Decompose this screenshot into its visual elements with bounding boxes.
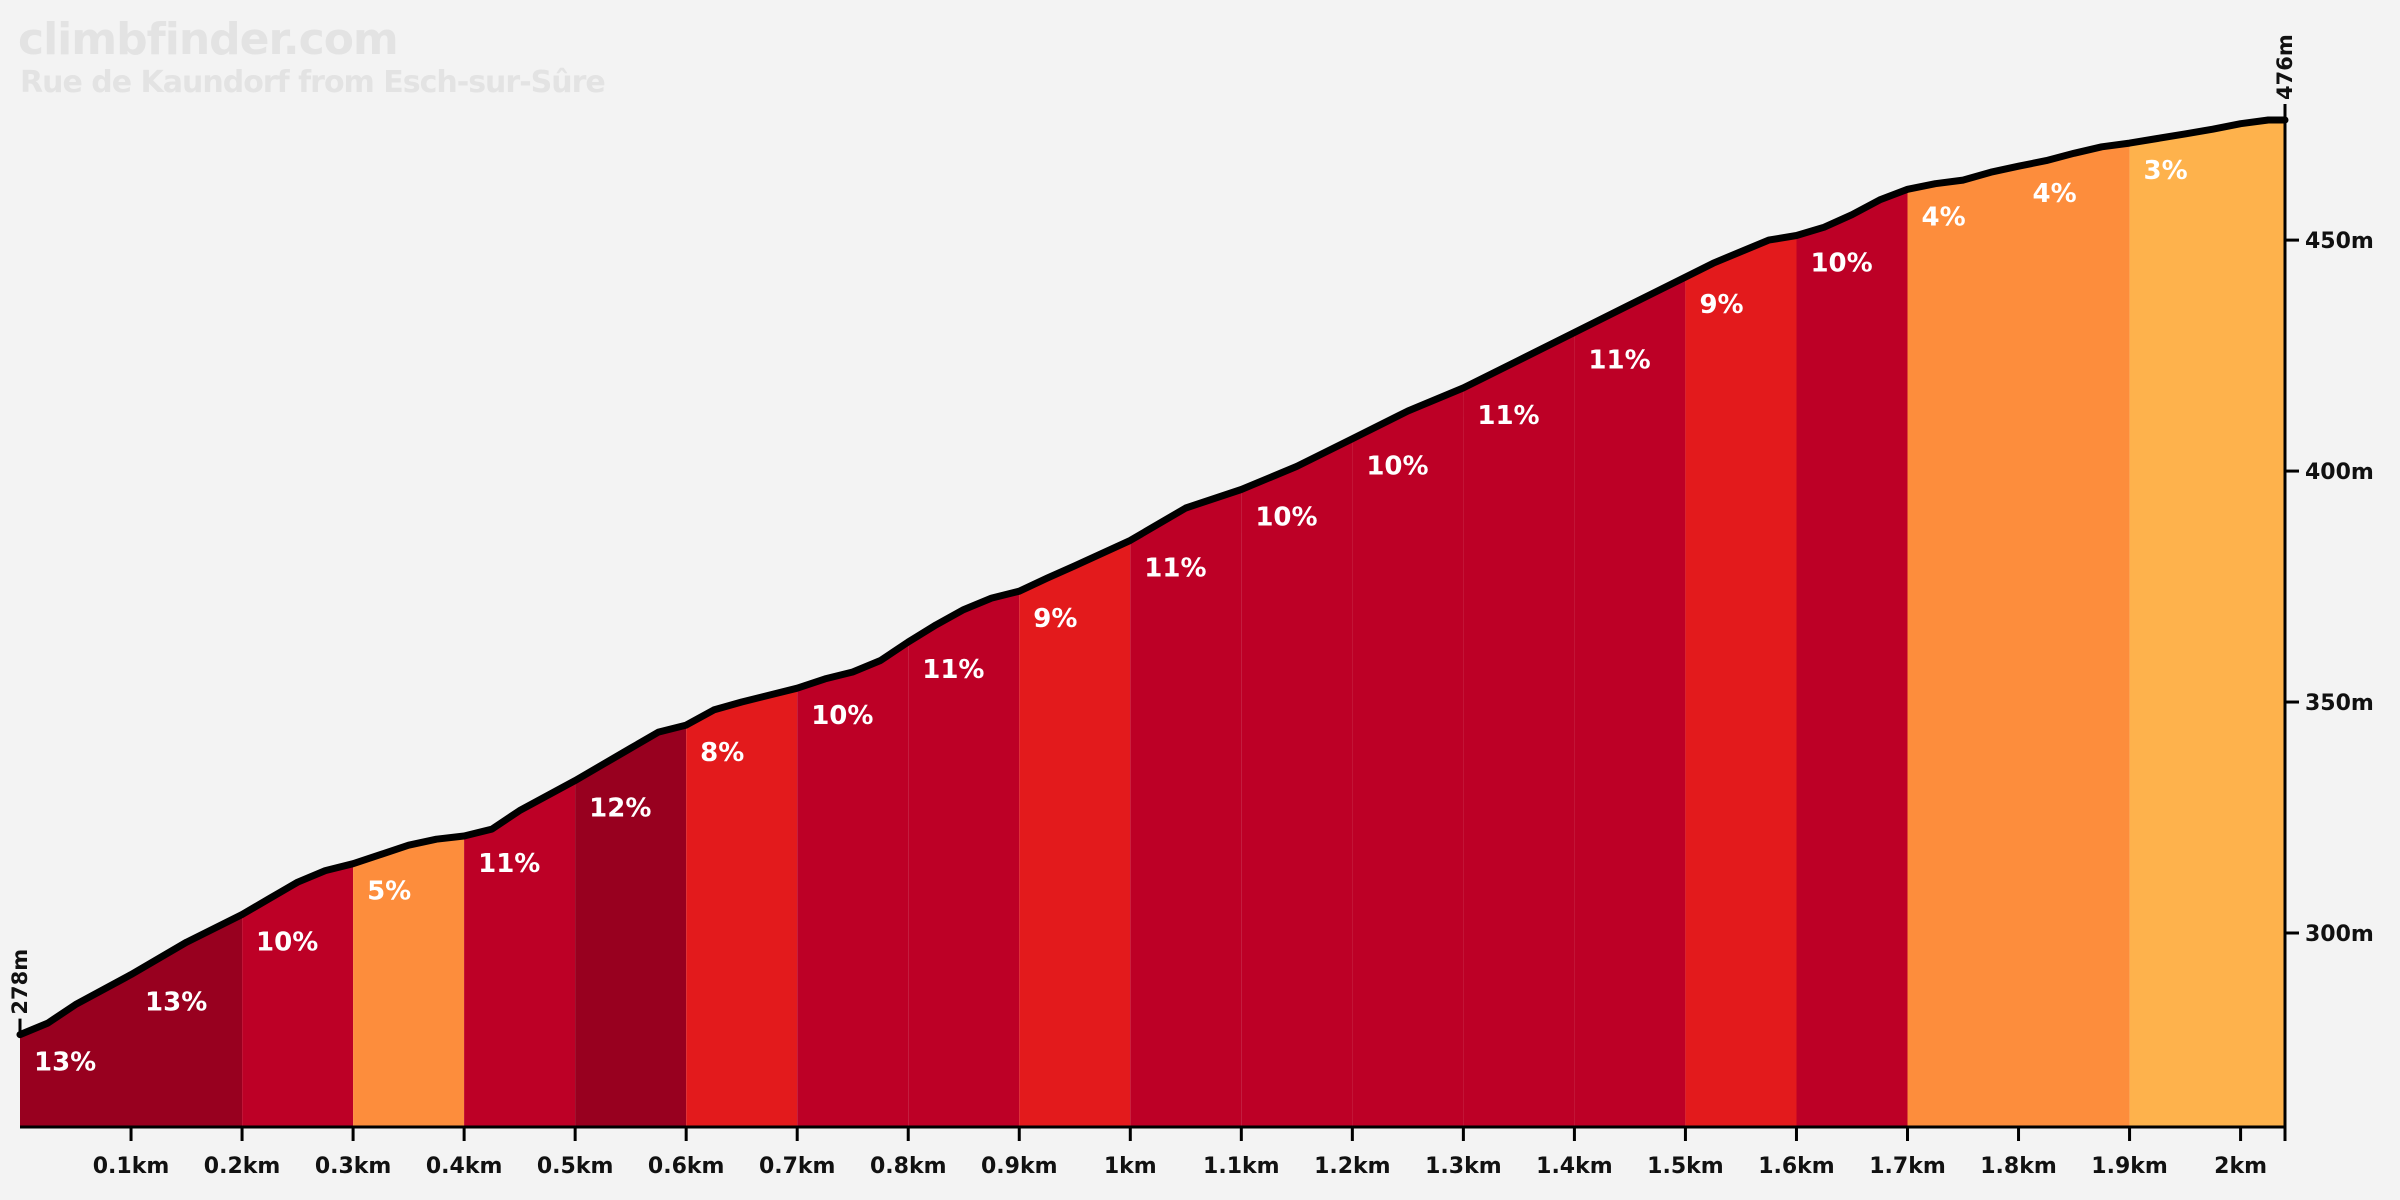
grade-segment-7: [797, 642, 909, 1127]
grade-label: 11%: [478, 849, 540, 879]
grade-label: 3%: [2144, 156, 2188, 186]
x-tick-label: 1.8km: [1980, 1154, 2057, 1179]
x-tick-label: 0.9km: [981, 1154, 1058, 1179]
grade-label: 10%: [1366, 452, 1428, 482]
x-tick-label: 0.3km: [315, 1154, 392, 1179]
grade-segment-4: [464, 780, 576, 1127]
x-tick-label: 1.9km: [2091, 1154, 2168, 1179]
start-elevation-label: 278m: [8, 949, 32, 1015]
x-tick-label: 0.2km: [204, 1154, 281, 1179]
grade-label: 4%: [1922, 202, 1966, 232]
grade-label: 10%: [256, 928, 318, 958]
x-tick-label: 0.1km: [93, 1154, 170, 1179]
grade-segment-12: [1352, 387, 1464, 1127]
grade-segment-18: [2018, 143, 2130, 1128]
grade-segment-11: [1241, 438, 1353, 1127]
x-tick-label: 1.3km: [1425, 1154, 1502, 1179]
grade-segment-6: [686, 688, 798, 1127]
y-tick-label: 300m: [2305, 922, 2374, 947]
grade-segment-8: [908, 591, 1020, 1127]
grade-label: 12%: [589, 794, 651, 824]
grade-segment-1: [20, 914, 243, 1127]
grade-segment-19: [2129, 120, 2285, 1127]
y-axis: 300m 350m 400m 450m: [2283, 120, 2374, 1127]
grade-segment-2: [242, 863, 354, 1127]
x-tick-label: 1.4km: [1536, 1154, 1613, 1179]
x-tick-label: 1km: [1104, 1154, 1157, 1179]
grade-segment-14: [1574, 277, 1686, 1128]
y-tick-label: 400m: [2305, 460, 2374, 485]
x-tick-label: 1.2km: [1314, 1154, 1391, 1179]
grade-label: 10%: [1255, 503, 1317, 533]
grade-label: 13%: [145, 988, 207, 1018]
grade-label: 11%: [922, 655, 984, 685]
end-elevation-label: 476m: [2273, 34, 2297, 100]
grade-segment-5: [575, 725, 687, 1127]
x-tick-label: 0.7km: [759, 1154, 836, 1179]
elevation-line-group: [16, 116, 2289, 1039]
y-tick-label: 450m: [2305, 229, 2374, 254]
grade-label: 13%: [34, 1048, 96, 1078]
grade-label: 4%: [2033, 179, 2077, 209]
x-tick-label: 0.6km: [648, 1154, 725, 1179]
grade-segment-17: [1907, 166, 2019, 1127]
x-tick-label: 2km: [2214, 1154, 2267, 1179]
x-axis: 0.1km 0.2km 0.3km 0.4km 0.5km 0.6km 0.7km 0.8km…: [20, 1125, 2287, 1179]
elevation-line: [16, 116, 2289, 1039]
grade-label: 8%: [700, 738, 744, 768]
x-tick-label: 0.4km: [426, 1154, 503, 1179]
endpoint-labels: 278m 476m: [8, 34, 2297, 1035]
x-tick-label: 1.7km: [1869, 1154, 1946, 1179]
grade-label: 5%: [367, 877, 411, 907]
grade-labels: 13% 13% 10% 5% 11% 12% 8% 10% 11% 9% 11% 10% 10% 11% 1…: [34, 156, 2188, 1078]
y-tick-label: 350m: [2305, 691, 2374, 716]
x-tick-label: 0.5km: [537, 1154, 614, 1179]
grade-segment-10: [1130, 489, 1242, 1127]
grade-segment-16: [1796, 189, 1908, 1128]
x-tick-label: 1.5km: [1647, 1154, 1724, 1179]
x-tick-label: 1.6km: [1758, 1154, 1835, 1179]
grade-label: 10%: [1810, 248, 1872, 278]
grade-label: 11%: [1477, 401, 1539, 431]
grade-segment-3: [353, 836, 465, 1127]
grade-segment-15: [1685, 235, 1797, 1127]
chart-title: Rue de Kaundorf from Esch-sur-Sûre: [20, 65, 606, 100]
grade-segment-13: [1463, 332, 1575, 1127]
grade-label: 11%: [1588, 345, 1650, 375]
grade-segment-9: [1019, 540, 1131, 1127]
x-tick-label: 1.1km: [1203, 1154, 1280, 1179]
brand-watermark: climbfinder.com: [18, 14, 399, 65]
grade-label: 11%: [1144, 553, 1206, 583]
x-tick-label: 0.8km: [870, 1154, 947, 1179]
grade-label: 9%: [1033, 604, 1077, 634]
grade-label: 9%: [1699, 290, 1743, 320]
grade-label: 10%: [811, 701, 873, 731]
grade-segments: [20, 120, 2285, 1128]
